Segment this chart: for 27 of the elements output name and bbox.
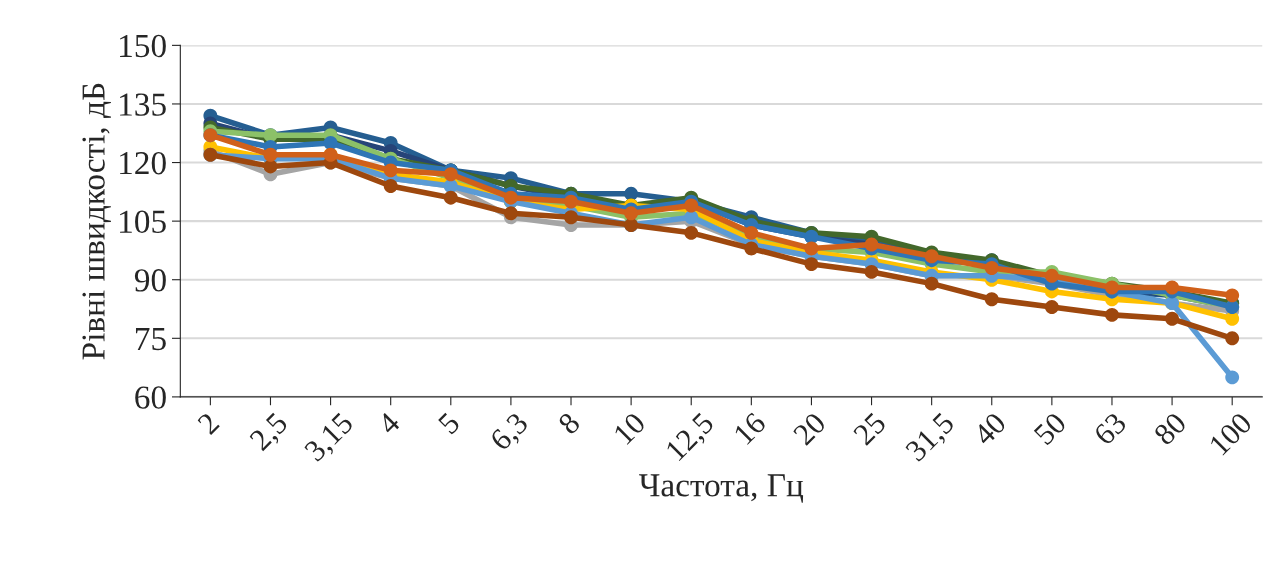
- x-tick-label: 3,15: [303, 411, 358, 466]
- y-tick-label: 135: [120, 93, 166, 116]
- x-tick-label: 2: [196, 411, 220, 435]
- x-tick-label: 10: [613, 411, 647, 446]
- x-tick-label: 12,5: [665, 411, 718, 465]
- y-tick-label: 120: [120, 151, 166, 175]
- y-tick-label: 75: [135, 328, 166, 351]
- y-tick-label: 150: [120, 34, 166, 58]
- x-tick-label: 5: [437, 411, 461, 435]
- x-tick-label: 16: [733, 411, 767, 446]
- x-axis-title: Частота, Гц: [639, 474, 804, 503]
- x-tick-label: 40: [972, 411, 1008, 447]
- x-tick-label: 25: [852, 411, 887, 446]
- y-tick-label: 90: [134, 269, 166, 292]
- x-tick-label: 63: [1092, 411, 1128, 446]
- x-tick-label: 2,5: [248, 411, 292, 455]
- y-tick-label: 105: [120, 210, 166, 234]
- x-tick-label: 4: [376, 411, 401, 436]
- y-tick-label: 60: [135, 386, 166, 409]
- x-tick-label: 8: [557, 411, 581, 436]
- x-tick-label: 20: [792, 411, 827, 446]
- y-axis-title: Рівні швидкості, дБ: [82, 83, 111, 360]
- x-tick-label: 31,5: [904, 411, 959, 466]
- x-tick-label: 100: [1208, 411, 1253, 456]
- x-tick-label: 6,3: [489, 411, 533, 455]
- x-tick-label: 80: [1152, 411, 1188, 447]
- x-tick-label: 50: [1033, 411, 1068, 446]
